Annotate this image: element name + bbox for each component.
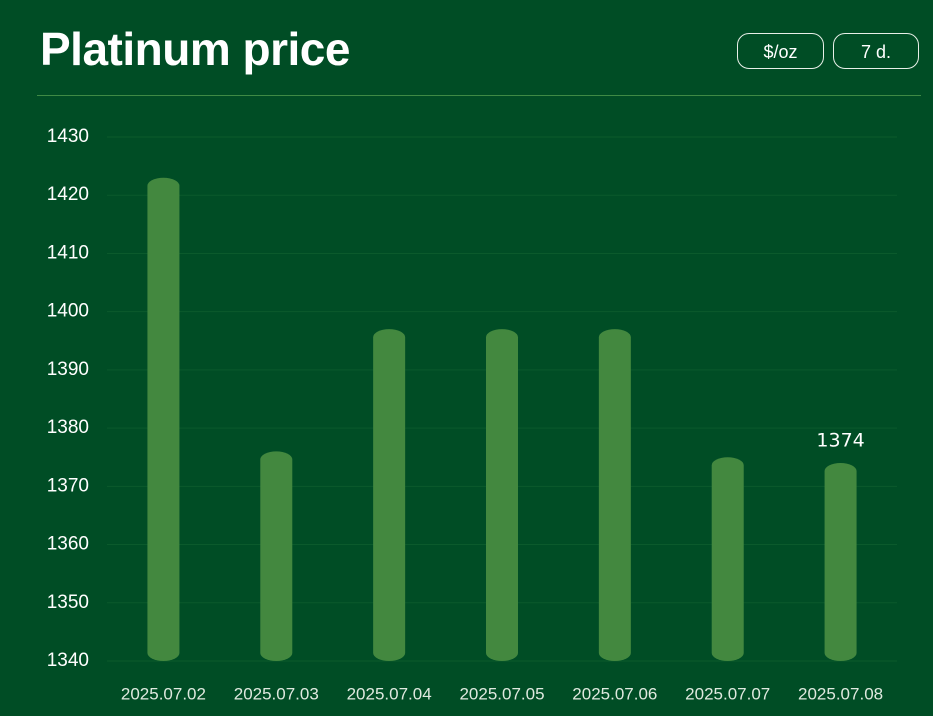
x-tick-label: 2025.07.08 (798, 684, 883, 703)
y-tick-label: 1400 (47, 301, 89, 322)
y-tick-label: 1420 (47, 184, 89, 205)
x-tick-label: 2025.07.04 (347, 684, 432, 703)
chart-title: Platinum price (40, 23, 350, 75)
x-tick-label: 2025.07.05 (459, 684, 544, 703)
period-button[interactable]: 7 d. (833, 33, 919, 69)
bar (598, 329, 631, 661)
bar (486, 329, 518, 661)
x-tick-label: 2025.07.02 (121, 684, 206, 703)
data-label: 1374 (816, 430, 864, 452)
bar (824, 463, 857, 661)
y-tick-label: 1410 (47, 242, 89, 263)
x-tick-label: 2025.07.03 (234, 684, 319, 703)
divider (37, 95, 921, 96)
y-tick-label: 1340 (47, 650, 89, 671)
x-tick-label: 2025.07.06 (572, 684, 657, 703)
y-tick-label: 1380 (47, 417, 89, 438)
y-tick-label: 1370 (47, 475, 89, 496)
y-tick-label: 1360 (47, 534, 89, 555)
y-tick-label: 1430 (47, 126, 89, 147)
x-tick-label: 2025.07.07 (685, 684, 770, 703)
bar (147, 177, 180, 661)
bar (373, 329, 406, 661)
unit-button[interactable]: $/oz (737, 33, 824, 69)
bar (711, 457, 744, 661)
bar (260, 451, 293, 661)
y-tick-label: 1390 (47, 359, 89, 380)
y-tick-label: 1350 (47, 592, 89, 613)
